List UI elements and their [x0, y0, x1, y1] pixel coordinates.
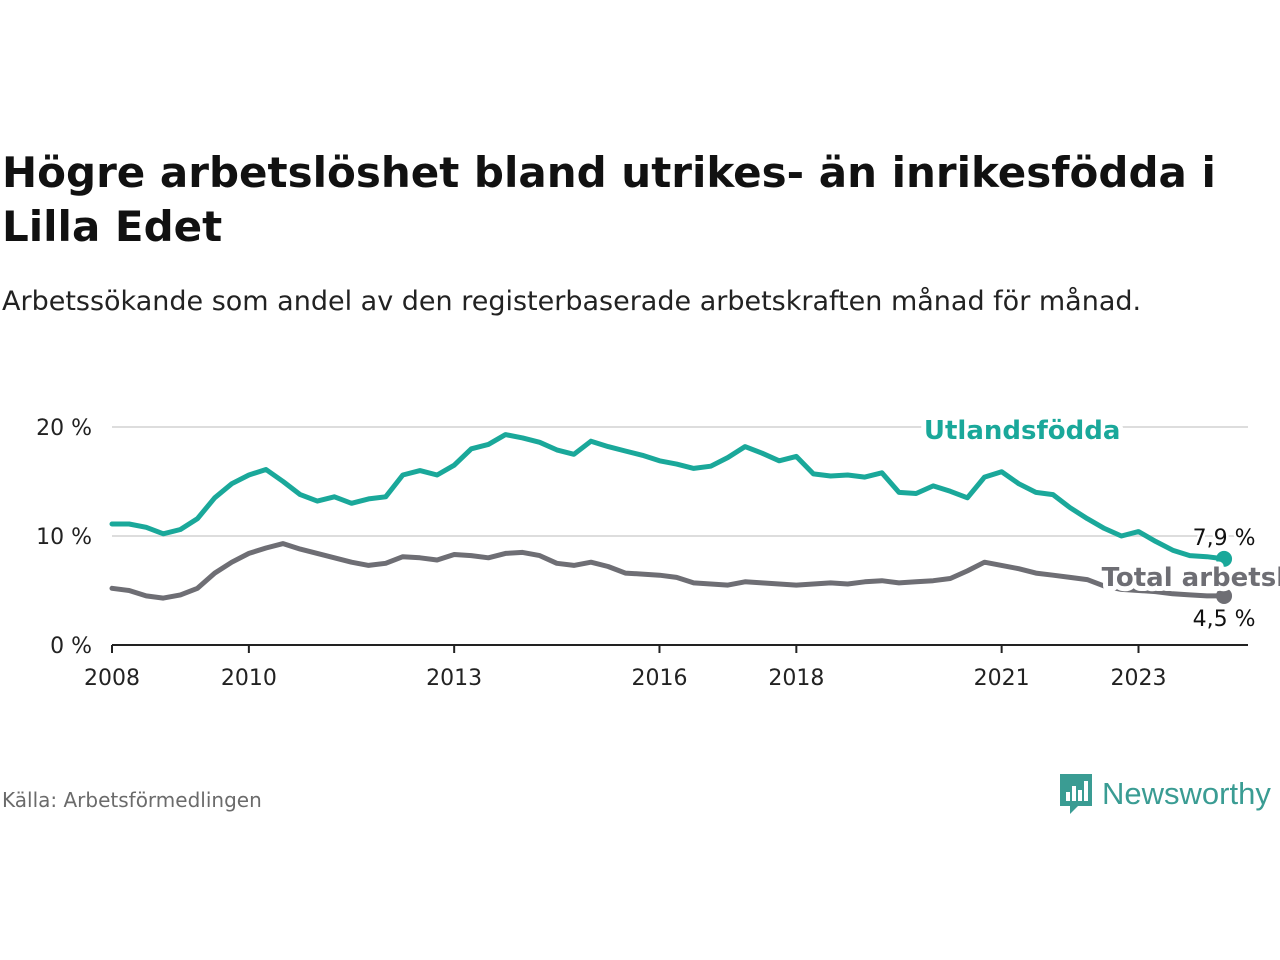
end-value-label-foreign-born: 7,9 %	[1193, 526, 1256, 551]
x-tick-label: 2016	[631, 666, 687, 691]
newsworthy-logo-icon	[1060, 774, 1092, 814]
series-line-total	[109, 541, 1227, 601]
newsworthy-brand[interactable]: Newsworthy	[1058, 772, 1271, 816]
y-tick-label: 0 %	[50, 634, 92, 659]
brand-name: Newsworthy	[1102, 776, 1271, 811]
x-tick-label: 2008	[84, 666, 140, 691]
x-tick-label: 2013	[426, 666, 482, 691]
x-tick-label: 2023	[1111, 666, 1167, 691]
x-tick-label: 2018	[768, 666, 824, 691]
series-label-foreign-born: Utlandsfödda	[924, 416, 1121, 446]
end-value-label-total: 4,5 %	[1193, 607, 1256, 632]
end-point-foreign-born	[1216, 550, 1233, 567]
series-label-total: Total arbetslöshet	[1102, 563, 1280, 593]
chart-title: Högre arbetslöshet bland utrikes- än inr…	[2, 148, 1216, 251]
x-tick-label: 2010	[221, 666, 277, 691]
chart-subtitle: Arbetssökande som andel av den registerb…	[2, 286, 1142, 317]
y-tick-label: 20 %	[36, 416, 92, 441]
series-line-foreign-born	[109, 432, 1227, 562]
y-tick-label: 10 %	[36, 525, 92, 550]
unemployment-line-chart: 0 % 10 % 20 % 2008 2010 2013 2016 2018 2021 2023 7…	[36, 411, 1280, 691]
source-note: Källa: Arbetsförmedlingen	[2, 788, 262, 812]
end-point-total	[1216, 587, 1233, 604]
x-tick-label: 2021	[974, 666, 1030, 691]
